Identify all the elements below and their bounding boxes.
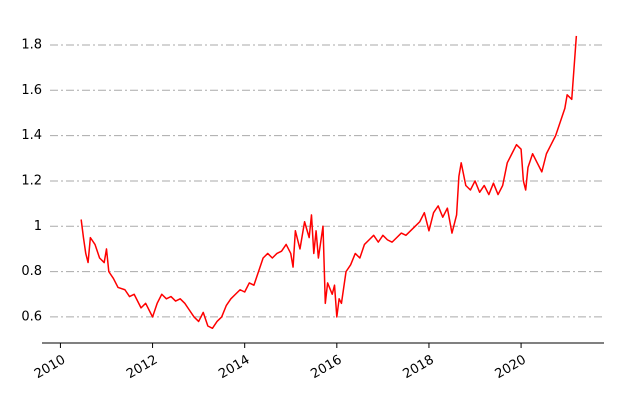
y-tick-label: 1.8 — [21, 37, 42, 52]
y-tick-label: 1.2 — [21, 173, 42, 188]
x-tick-label: 2014 — [216, 353, 252, 383]
y-tick-label: 1.4 — [21, 128, 42, 143]
x-tick-label: 2016 — [308, 353, 344, 383]
line — [80, 35, 578, 330]
x-tick-label: 2018 — [401, 353, 437, 383]
y-tick-label: 1.6 — [21, 83, 42, 98]
x-tick-label: 2012 — [124, 353, 160, 383]
y-tick-label: 1 — [34, 219, 42, 234]
y-tick-label: 0.6 — [21, 309, 42, 324]
y-tick-label: 0.8 — [21, 264, 42, 279]
x-tick-label: 2020 — [493, 353, 529, 383]
x-tick-label: 2010 — [32, 353, 68, 383]
